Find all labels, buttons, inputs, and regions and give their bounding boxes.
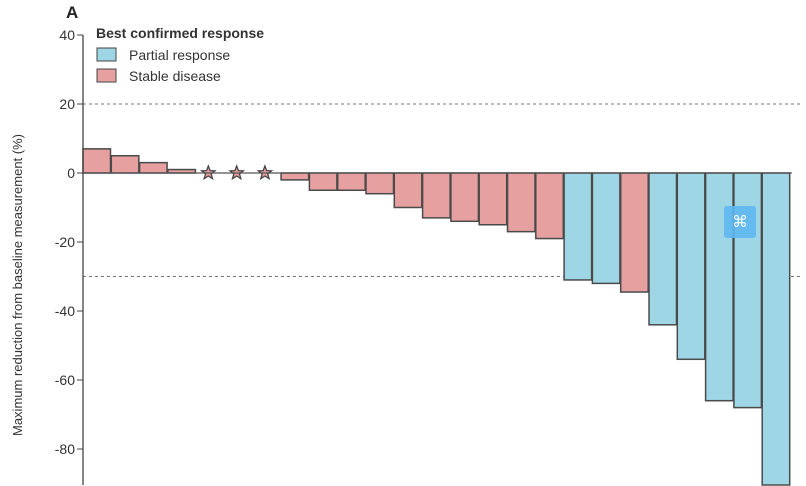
legend-title: Best confirmed response — [96, 25, 264, 41]
y-tick-label: 0 — [67, 165, 75, 181]
bar — [648, 172, 678, 326]
bar — [421, 172, 451, 219]
star-marker — [199, 164, 217, 181]
bar — [308, 172, 338, 191]
y-tick-label: -20 — [55, 234, 75, 250]
y-tick-label: 20 — [59, 96, 75, 112]
star-marker — [256, 164, 274, 181]
bar — [506, 172, 536, 233]
legend-label-stable: Stable disease — [129, 68, 221, 84]
bar — [365, 172, 395, 195]
bar — [138, 161, 168, 174]
bar — [450, 172, 480, 223]
bar — [563, 172, 593, 281]
translate-icon[interactable]: ⌘ — [724, 206, 756, 238]
y-tick-label: 40 — [59, 27, 75, 43]
legend-swatch-stable — [96, 68, 117, 83]
bar — [280, 172, 310, 181]
legend-label-partial: Partial response — [129, 47, 230, 63]
bar — [393, 172, 423, 209]
y-axis-label: Maximum reduction from baseline measurem… — [10, 134, 25, 436]
bar — [761, 172, 791, 486]
star-marker — [228, 164, 246, 181]
y-tick-label: -40 — [55, 303, 75, 319]
bar — [478, 172, 508, 226]
bar — [676, 172, 706, 361]
y-tick-label: -60 — [55, 372, 75, 388]
panel-label: A — [66, 3, 78, 22]
bar — [591, 172, 621, 285]
bar — [619, 172, 649, 293]
bar — [110, 155, 140, 174]
bar — [535, 172, 565, 240]
legend-swatch-partial — [96, 47, 117, 62]
y-tick-label: -80 — [55, 441, 75, 457]
bar — [336, 172, 366, 191]
bar — [82, 148, 112, 174]
legend: Best confirmed response Partial response… — [96, 25, 264, 84]
